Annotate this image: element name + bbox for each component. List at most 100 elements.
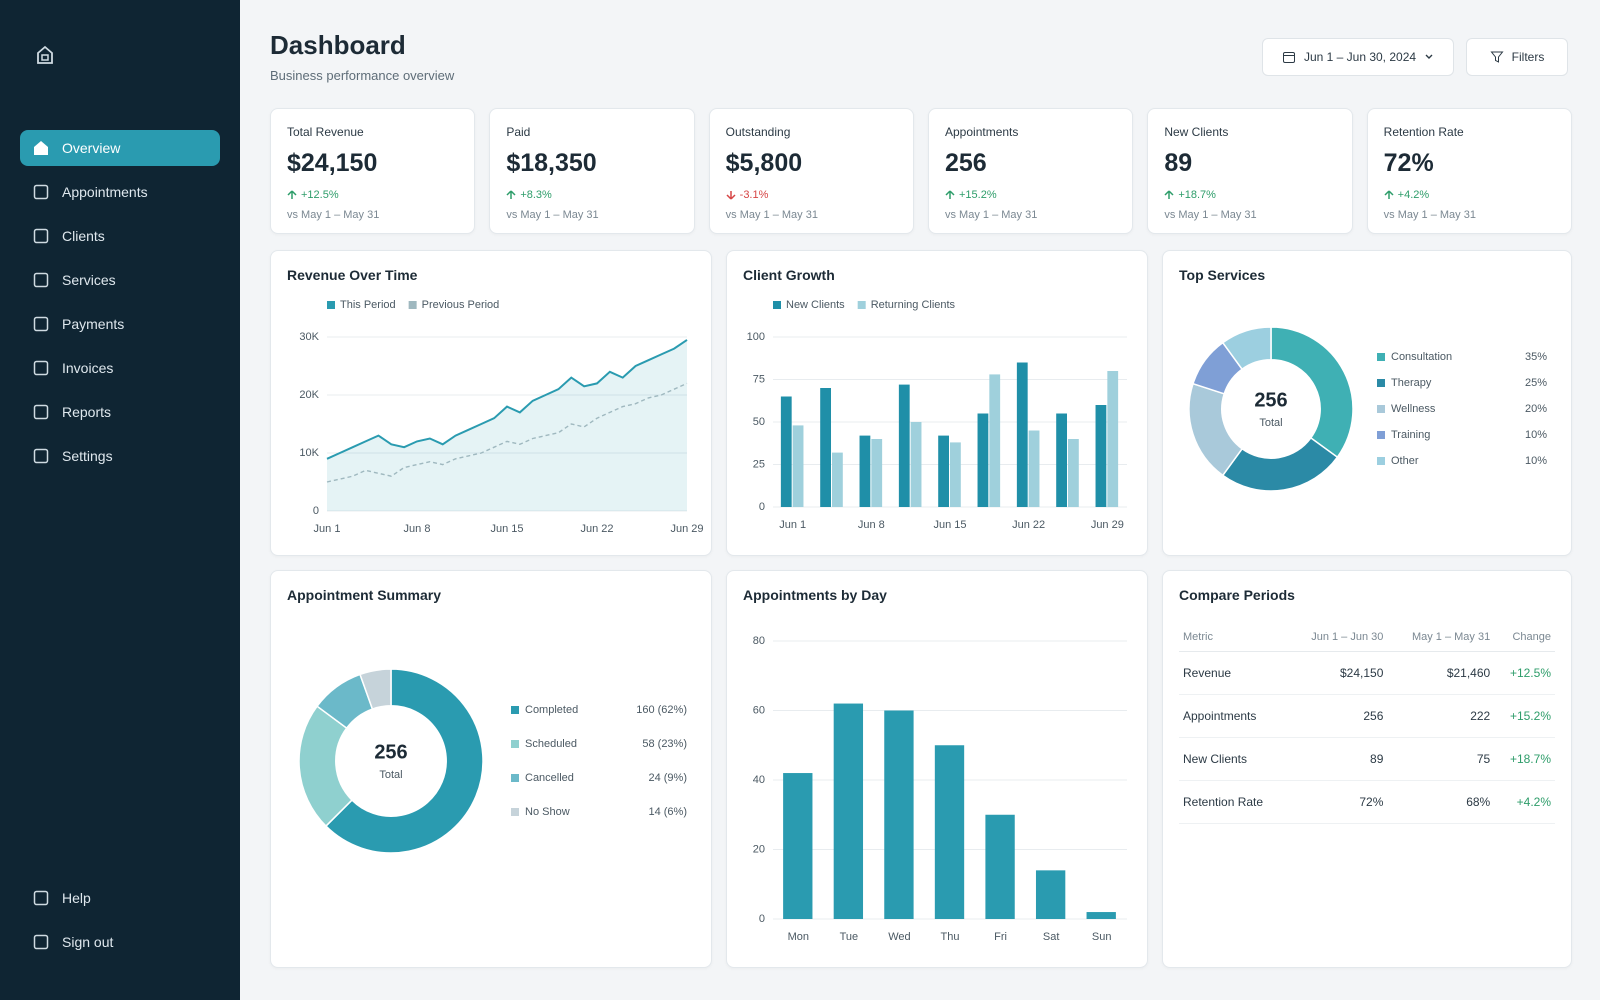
icon-shape <box>34 141 48 155</box>
kpi-change: +4.2% <box>1384 189 1430 201</box>
legend-swatch <box>1377 353 1385 361</box>
nav-icon <box>33 184 49 200</box>
legend-swatch <box>511 706 519 714</box>
kpi-label: New Clients <box>1164 125 1229 139</box>
chart-title: Revenue Over Time <box>287 267 418 283</box>
x-tick-label: Jun 1 <box>314 523 341 535</box>
kpi-label: Paid <box>506 125 531 139</box>
chart-title: Client Growth <box>743 267 835 283</box>
x-tick-label: Jun 15 <box>490 523 523 535</box>
legend-swatch <box>773 301 781 309</box>
date-range-button[interactable]: Jun 1 – Jun 30, 2024 <box>1262 38 1454 76</box>
nav-label: Invoices <box>62 360 114 376</box>
kpi-card: Total Revenue $24,150 +12.5% vs May 1 – May… <box>270 108 476 234</box>
header-row: Metric Jun 1 – Jun 30 May 1 – May 31 Change <box>1179 623 1555 652</box>
x-tick-label: Fri <box>994 931 1007 943</box>
nav-item[interactable]: Help <box>20 880 220 916</box>
chart: 256 Total Consultation 35% Therapy 25% Wellnes… <box>1188 326 1547 492</box>
nav-item[interactable]: Services <box>20 262 220 298</box>
x-tick-label: Jun 29 <box>670 523 703 535</box>
icon-shape <box>33 184 49 200</box>
table-cell: 72% <box>1288 780 1388 824</box>
bar <box>792 425 804 507</box>
icon-shape <box>33 934 49 950</box>
nav-icon <box>33 272 49 288</box>
page-subtitle: Business performance overview <box>270 68 455 83</box>
kpi-change-value: -3.1% <box>739 189 769 201</box>
value-label: 10% <box>1525 455 1547 467</box>
kpi-compare: vs May 1 – May 31 <box>1164 209 1257 221</box>
bar <box>985 814 1015 919</box>
kpi-card: Retention Rate 72% +4.2% vs May 1 – May 31 <box>1366 108 1572 234</box>
trend-arrow <box>726 191 736 200</box>
table-cell: +15.2% <box>1494 694 1555 738</box>
chart: 0 20 40 60 80 Mon Tue Wed Thu Fri Sat Sun <box>753 635 1127 943</box>
kpi-change-value: +4.2% <box>1397 189 1430 201</box>
table-row: Revenue $24,150 $21,460 +12.5% <box>1179 651 1555 695</box>
kpi-change-value: +18.7% <box>1178 189 1216 201</box>
kpi-change-value: +15.2% <box>959 189 997 201</box>
line <box>326 382 688 483</box>
filters-label: Filters <box>1511 50 1545 64</box>
nav-item[interactable]: Reports <box>20 394 220 430</box>
x-tick-label: Jun 29 <box>1091 519 1124 531</box>
nav-item[interactable]: Payments <box>20 306 220 342</box>
nav-icon <box>33 360 49 376</box>
nav-icon <box>34 141 48 155</box>
y-tick-label: 50 <box>753 416 765 428</box>
calendar-icon <box>1282 52 1295 63</box>
y-tick-label: 20 <box>753 843 765 855</box>
nav-item[interactable]: Settings <box>20 438 220 474</box>
legend-swatch <box>1377 457 1385 465</box>
kpi-label: Appointments <box>945 125 1019 139</box>
arrow <box>506 190 516 199</box>
nav-item[interactable]: Sign out <box>20 924 220 960</box>
center-label: Total <box>1259 417 1282 429</box>
legend-swatch <box>408 301 417 309</box>
compare-table: Metric Jun 1 – Jun 30 May 1 – May 31 Change… <box>1179 623 1555 824</box>
filters-button[interactable]: Filters <box>1466 38 1568 76</box>
date-range: Jun 1 – Jun 30, 2024 <box>1303 50 1417 64</box>
nav-item[interactable]: Invoices <box>20 350 220 386</box>
nav-item[interactable]: Clients <box>20 218 220 254</box>
x-tick-label: Jun 1 <box>779 519 806 531</box>
legend-label: Wellness <box>1391 403 1436 415</box>
legend-label: Training <box>1391 429 1430 441</box>
bar <box>1095 405 1107 507</box>
nav-label: Services <box>62 272 116 288</box>
x-tick-label: Sat <box>1043 931 1060 943</box>
legend-label: Therapy <box>1391 377 1432 389</box>
slice <box>1221 326 1272 371</box>
kpi-change: -3.1% <box>726 189 769 201</box>
arrow <box>1164 190 1174 199</box>
bar <box>898 384 910 507</box>
x-tick-label: Jun 22 <box>1012 519 1045 531</box>
legend-swatch <box>857 301 866 309</box>
bar <box>934 745 965 919</box>
nav-item[interactable]: Overview <box>20 130 220 166</box>
bar <box>1086 912 1116 919</box>
nav-icon <box>33 228 49 244</box>
legend-swatch <box>327 301 335 309</box>
trend-arrow <box>287 190 297 199</box>
x-tick-label: Mon <box>788 931 809 943</box>
icon-shape <box>33 316 49 332</box>
nav-label: Sign out <box>62 934 114 950</box>
x-tick-label: Jun 15 <box>933 519 966 531</box>
value-label: 14 (6%) <box>648 806 687 818</box>
nav-item[interactable]: Appointments <box>20 174 220 210</box>
x-tick-label: Tue <box>840 931 859 943</box>
chart-title: Appointments by Day <box>743 587 887 603</box>
value-label: 35% <box>1525 351 1547 363</box>
kpi-change-value: +8.3% <box>520 189 552 201</box>
bar <box>1028 430 1040 507</box>
table-cell: 75 <box>1387 737 1495 781</box>
bar <box>938 435 949 507</box>
y-tick-label: 0 <box>759 501 765 513</box>
value-label: 58 (23%) <box>642 738 687 750</box>
kpi-compare: vs May 1 – May 31 <box>506 209 599 221</box>
nav-label: Payments <box>62 316 125 332</box>
slice <box>1270 326 1354 459</box>
y-tick-label: 0 <box>313 505 319 517</box>
nav-label: Reports <box>62 404 112 420</box>
